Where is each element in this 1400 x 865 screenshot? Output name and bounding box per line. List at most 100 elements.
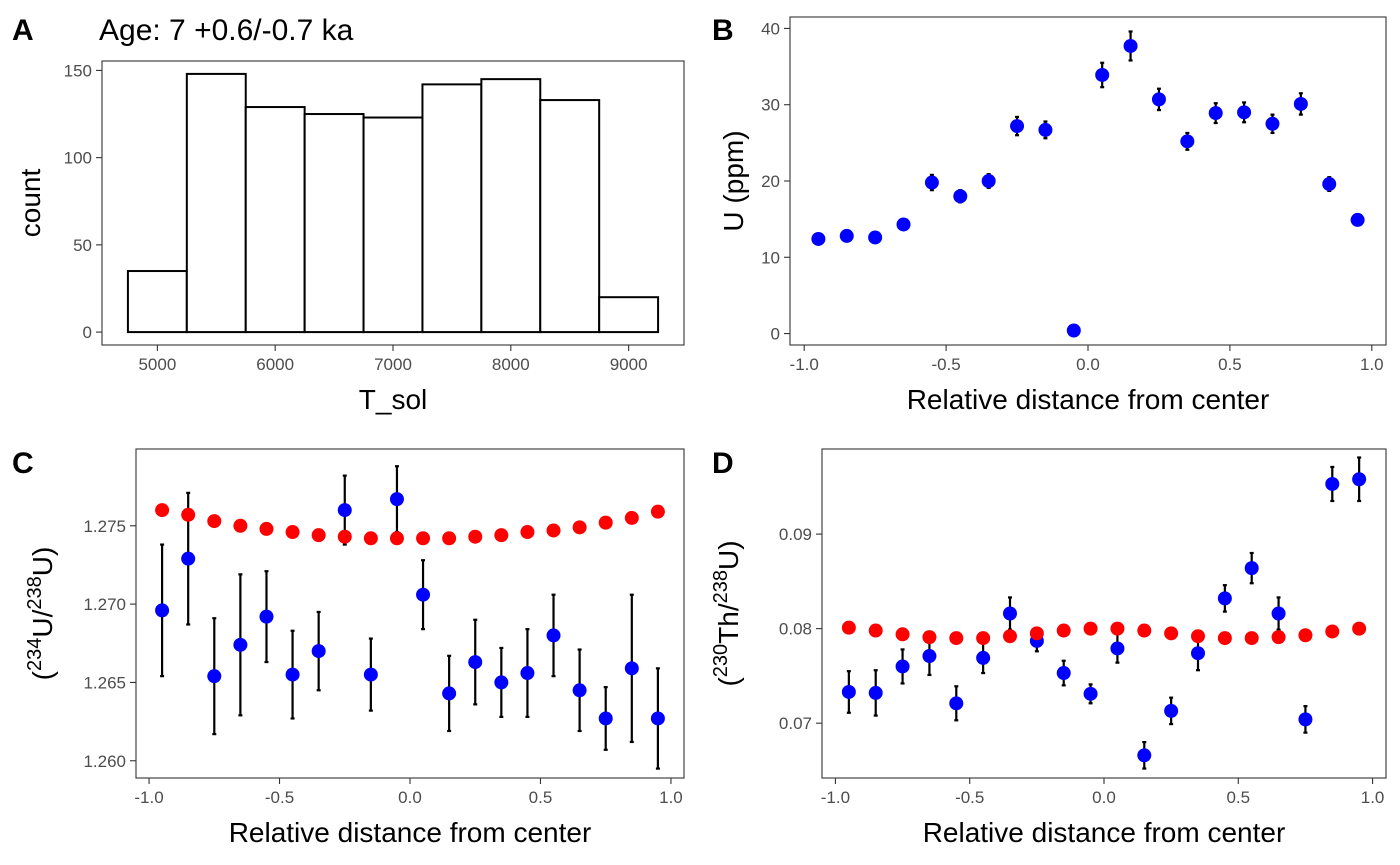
- panel-d-measured-point-15: [1244, 561, 1259, 576]
- panel-d-y-tick-label-2: 0.09: [779, 525, 812, 544]
- panel-b-measured-point-3: [896, 217, 911, 232]
- panel-c-model-point-3: [233, 518, 248, 533]
- panel-d-model-point-4: [949, 631, 964, 646]
- panel-d-measured-point-19: [1352, 472, 1367, 487]
- panel-c-model-point-13: [494, 528, 509, 543]
- panel-c-plot-frame: [135, 448, 685, 779]
- panel-d-measured-point-4: [949, 696, 964, 711]
- panel-d-x-tick-label-4: 1.0: [1361, 788, 1385, 807]
- panel-c-measured-point-14: [520, 666, 535, 681]
- panel-c-measured-point-11: [442, 686, 457, 701]
- panel-d-model-point-15: [1244, 631, 1259, 646]
- panel-b-letter: B: [712, 14, 734, 47]
- panel-b-measured-point-6: [981, 174, 996, 188]
- panel-b-measured-point-13: [1180, 134, 1195, 149]
- panel-a-bar-4: [362, 116, 424, 334]
- panel-d-model-point-14: [1217, 631, 1232, 646]
- panel-a-bar-1: [185, 72, 247, 334]
- panel-d-y-tick-label-0: 0.07: [779, 714, 812, 733]
- panel-b-x-tick-label-4: 1.0: [1360, 355, 1384, 374]
- panel-d-model-point-13: [1191, 629, 1205, 644]
- panel-d-x-tick-label-3: 0.5: [1226, 788, 1250, 807]
- panel-c-measured-point-19: [650, 711, 665, 726]
- panel-c-x-tick-label-3: 0.5: [529, 788, 553, 807]
- panel-d-measured-point-3: [922, 649, 937, 664]
- panel-c-x-tick-label-4: 1.0: [659, 788, 683, 807]
- panel-c-measured-point-18: [624, 661, 639, 676]
- panel-c-model-point-0: [155, 503, 170, 518]
- panel-c-measured-point-10: [416, 587, 431, 602]
- panel-b-measured-point-14: [1208, 106, 1223, 121]
- panel-b-measured-point-19: [1350, 212, 1365, 227]
- panel-b-measured-point-18: [1322, 177, 1337, 192]
- panel-a-y-tick-label-0: 0: [83, 323, 92, 342]
- panel-c-model-point-10: [416, 531, 431, 546]
- panel-b: B -1.0 -0.5 0.0 0.5 1.0 0 10 20 30 40 Relative dis…: [712, 14, 1387, 415]
- panel-b-x-tick-label-1: -0.5: [931, 355, 960, 374]
- panel-b-x-tick-label-3: 0.5: [1218, 355, 1242, 374]
- panel-a-y-tick-label-3: 150: [64, 61, 92, 80]
- panel-b-measured-point-15: [1237, 105, 1252, 120]
- panel-d-measured-point-8: [1056, 666, 1071, 681]
- panel-d-x-tick-label-1: -0.5: [955, 788, 984, 807]
- panel-d-model-point-18: [1325, 624, 1340, 639]
- panel-d-model-point-7: [1029, 626, 1044, 641]
- panel-c-model-point-15: [546, 523, 561, 538]
- panel-c-model-point-4: [259, 521, 274, 536]
- panel-d-model-point-19: [1352, 621, 1367, 636]
- panel-d-model-point-10: [1110, 621, 1125, 636]
- panel-b-measured-point-7: [1010, 119, 1025, 134]
- panel-c-model-point-6: [311, 528, 326, 543]
- panel-c-measured-point-2: [207, 669, 222, 684]
- panel-d-measured-point-2: [895, 659, 910, 674]
- panel-c-y-axis-title: (234U/238U): [24, 547, 58, 681]
- panel-c-model-point-5: [285, 525, 300, 540]
- panel-c-y-tick-label-1: 1.265: [83, 673, 126, 692]
- panel-d-measured-point-18: [1325, 476, 1340, 491]
- panel-c-x-axis-title: Relative distance from center: [229, 817, 592, 848]
- panel-a-x-tick-label-0: 5000: [138, 355, 176, 374]
- panel-c-x-tick-label-1: -0.5: [265, 788, 294, 807]
- panel-b-measured-point-10: [1095, 67, 1110, 82]
- panel-a-x-tick-label-3: 8000: [492, 355, 530, 374]
- panel-d-measured-point-6: [1003, 606, 1017, 621]
- panel-d-measured-point-12: [1164, 703, 1179, 718]
- panel-c-model-point-17: [598, 515, 613, 530]
- panel-b-y-tick-label-2: 20: [761, 172, 780, 191]
- panel-d-plot-frame: [821, 448, 1387, 779]
- panel-d-model-point-16: [1271, 630, 1286, 645]
- panel-d-model-point-0: [841, 620, 856, 635]
- panel-b-measured-point-2: [868, 230, 883, 245]
- panel-a-bar-2: [244, 106, 306, 334]
- panel-d-model-point-2: [895, 627, 910, 642]
- panel-b-plot-frame: [789, 16, 1387, 346]
- panel-d-measured-point-14: [1217, 591, 1232, 606]
- panel-c-model-point-7: [337, 529, 352, 544]
- panel-c-measured-point-9: [389, 492, 404, 507]
- panel-d-y-axis-title-part-0: (: [713, 677, 744, 687]
- panel-c-model-point-2: [207, 514, 222, 529]
- panel-c-measured-point-13: [494, 675, 509, 690]
- panel-b-measured-point-17: [1293, 96, 1308, 111]
- panel-c-measured-point-0: [155, 603, 170, 618]
- panel-d-measured-point-17: [1298, 712, 1313, 727]
- panel-d: D -1.0 -0.5 0.0 0.5 1.0 0.07 0.08 0.09 Relative …: [710, 447, 1387, 848]
- panel-a-title: Age: 7 +0.6/-0.7 ka: [99, 14, 354, 47]
- panel-c-measured-point-16: [572, 683, 587, 698]
- panel-c-measured-point-1: [181, 551, 196, 566]
- panel-c-y-axis-title-part-0: (: [27, 670, 58, 680]
- panel-c-y-tick-label-0: 1.260: [83, 752, 126, 771]
- panel-c-measured-point-15: [546, 628, 561, 643]
- panel-b-x-tick-label-0: -1.0: [790, 355, 819, 374]
- panel-c-model-point-18: [624, 510, 639, 525]
- panel-c-y-axis-title-part-1: 234: [24, 638, 46, 671]
- panel-b-measured-point-16: [1265, 116, 1280, 131]
- panel-c-measured-point-7: [337, 503, 352, 518]
- panel-d-model-point-8: [1056, 623, 1071, 638]
- panel-d-measured-point-11: [1137, 748, 1152, 763]
- panel-d-model-point-3: [922, 630, 937, 645]
- panel-d-y-axis-title-part-3: 238: [710, 570, 732, 603]
- panel-d-model-point-11: [1137, 623, 1152, 638]
- panel-c-model-point-12: [468, 529, 483, 544]
- panel-d-y-axis-title-part-2: Th/: [713, 603, 744, 644]
